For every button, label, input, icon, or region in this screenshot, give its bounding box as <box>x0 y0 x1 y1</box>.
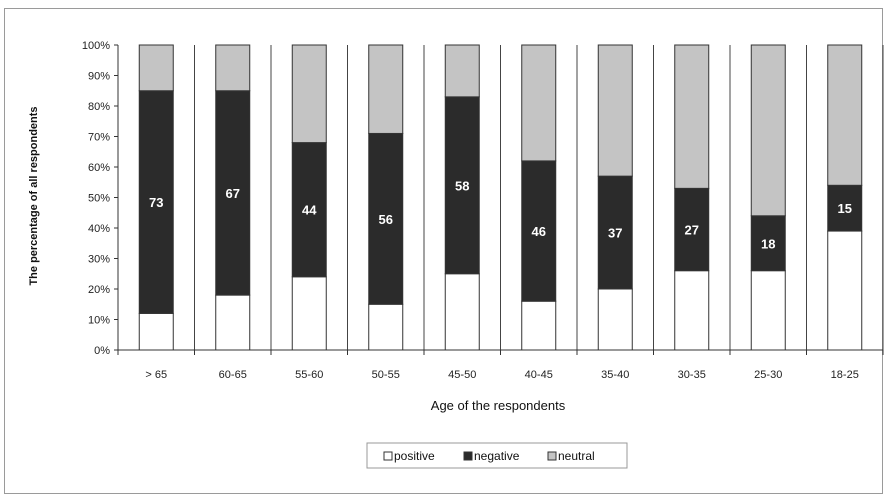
legend-swatch-negative <box>463 451 473 461</box>
data-labels-layer: 73 67 44 56 58 46 37 27 18 15 <box>149 178 852 251</box>
x-tick-label: 40-45 <box>525 369 553 381</box>
y-tick-label: 90% <box>88 71 110 83</box>
bar-neutral-1 <box>215 44 251 92</box>
bar-positive-0 <box>138 312 174 351</box>
data-label: 56 <box>379 212 393 227</box>
data-label: 46 <box>532 224 546 239</box>
bar-positive-8 <box>750 270 786 351</box>
axes-layer: > 65 60-65 55-60 50-55 45-50 40-45 35-40 30-35 2… <box>82 40 884 381</box>
bar-negative-0 <box>138 90 174 314</box>
legend-label-neutral: neutral <box>558 449 595 463</box>
bar-neutral-7 <box>674 44 710 189</box>
x-tick-label: 60-65 <box>219 369 247 381</box>
bar-negative-8 <box>750 215 786 272</box>
bar-negative-9 <box>827 184 863 232</box>
bar-neutral-6 <box>597 44 633 177</box>
data-label: 15 <box>838 201 852 216</box>
bar-neutral-0 <box>138 44 174 92</box>
y-tick-label: 0% <box>94 345 110 357</box>
data-label: 27 <box>685 223 699 238</box>
x-tick-label: 50-55 <box>372 369 400 381</box>
bar-neutral-9 <box>827 44 863 186</box>
bars-layer <box>138 44 863 351</box>
legend-label-positive: positive <box>394 449 435 463</box>
y-axis-title: The percentage of all respondents <box>28 106 40 285</box>
data-label: 73 <box>149 195 163 210</box>
grid-layer <box>194 45 884 350</box>
y-tick-label: 70% <box>88 132 110 144</box>
bar-positive-6 <box>597 288 633 351</box>
bar-negative-1 <box>215 90 251 296</box>
bar-positive-4 <box>444 273 480 351</box>
bar-negative-2 <box>291 142 327 278</box>
legend-swatch-neutral <box>547 451 557 461</box>
data-label: 18 <box>761 236 775 251</box>
bar-negative-3 <box>368 132 404 305</box>
data-label: 58 <box>455 178 469 193</box>
legend-box <box>366 442 628 469</box>
y-tick-label: 100% <box>82 40 110 52</box>
y-tick-label: 80% <box>88 101 110 113</box>
bar-positive-1 <box>215 294 251 351</box>
bar-neutral-4 <box>444 44 480 98</box>
bar-neutral-5 <box>521 44 557 162</box>
y-tick-label: 10% <box>88 315 110 327</box>
y-tick-label: 30% <box>88 254 110 266</box>
legend-label-negative: negative <box>474 449 520 463</box>
bar-positive-2 <box>291 276 327 351</box>
x-tick-label: 35-40 <box>601 369 629 381</box>
x-tick-label: 55-60 <box>295 369 323 381</box>
y-tick-label: 20% <box>88 284 110 296</box>
bar-neutral-2 <box>291 44 327 144</box>
y-tick-label: 60% <box>88 162 110 174</box>
bar-positive-5 <box>521 300 557 351</box>
y-tick-label: 40% <box>88 223 110 235</box>
data-label: 37 <box>608 226 622 241</box>
x-tick-label: 45-50 <box>448 369 476 381</box>
legend: positive negative neutral <box>366 442 628 469</box>
x-axis-title: Age of the respondents <box>431 398 566 413</box>
bar-positive-7 <box>674 270 710 351</box>
bar-neutral-8 <box>750 44 786 217</box>
legend-swatch-positive <box>383 451 393 461</box>
x-tick-label: 18-25 <box>831 369 859 381</box>
data-label: 67 <box>226 186 240 201</box>
x-tick-label: > 65 <box>145 369 167 381</box>
bar-neutral-3 <box>368 44 404 134</box>
x-tick-label: 25-30 <box>754 369 782 381</box>
bar-positive-9 <box>827 230 863 351</box>
y-tick-label: 50% <box>88 193 110 205</box>
bar-positive-3 <box>368 303 404 351</box>
data-label: 44 <box>302 203 317 218</box>
x-tick-label: 30-35 <box>678 369 706 381</box>
